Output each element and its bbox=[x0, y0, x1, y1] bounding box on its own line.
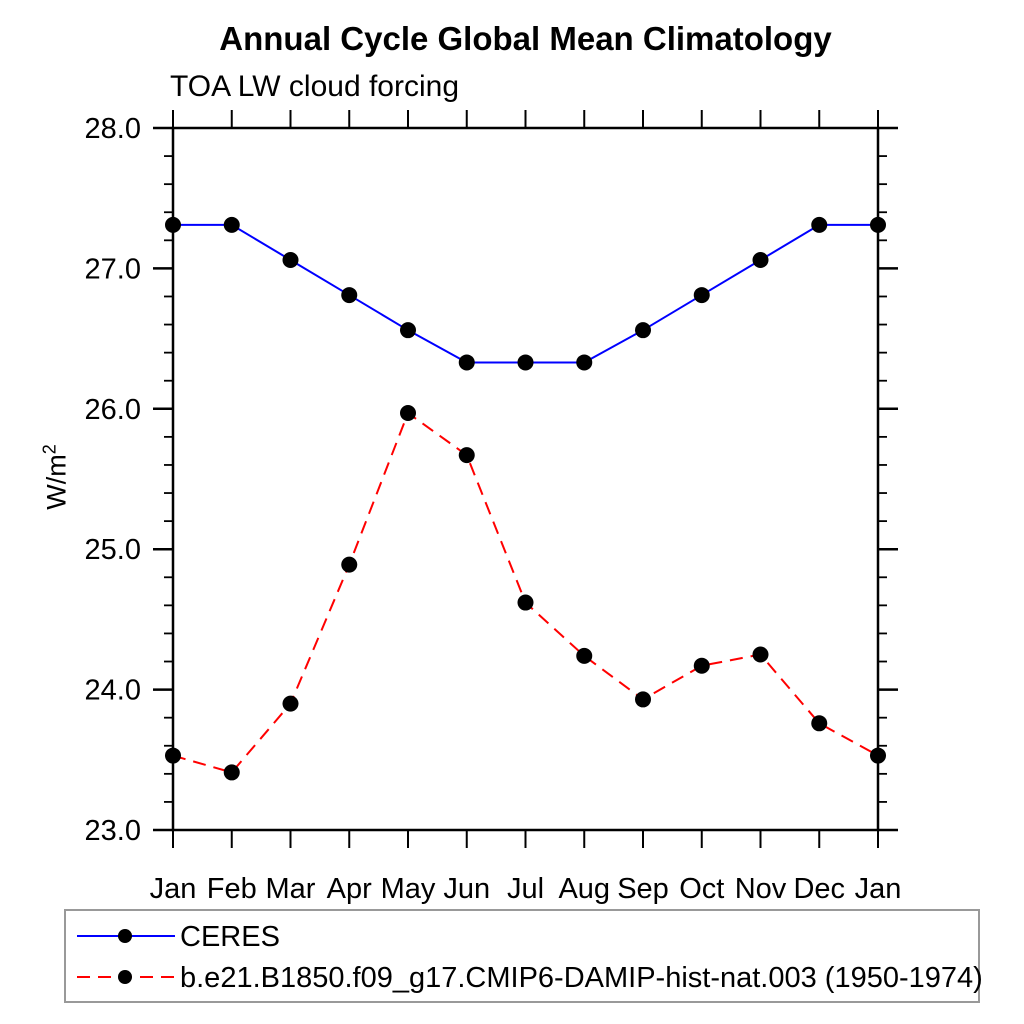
data-point-marker bbox=[517, 594, 534, 611]
data-point-marker bbox=[870, 216, 886, 233]
series-line-0 bbox=[173, 223, 878, 364]
data-point-marker bbox=[635, 322, 651, 339]
x-tick-label: Mar bbox=[266, 873, 316, 905]
data-point-marker bbox=[752, 646, 769, 663]
x-tick-label: Jan bbox=[150, 873, 197, 905]
data-point-marker bbox=[458, 447, 475, 464]
data-point-marker bbox=[223, 764, 240, 781]
data-point-marker bbox=[341, 287, 358, 304]
x-tick-label: Feb bbox=[207, 873, 257, 905]
y-tick-label: 26.0 bbox=[85, 394, 141, 426]
data-point-marker bbox=[752, 251, 769, 268]
plot-frame bbox=[171, 126, 880, 832]
x-tick-label: May bbox=[381, 873, 436, 905]
data-point-marker bbox=[693, 657, 710, 674]
y-tick-label: 28.0 bbox=[85, 113, 141, 145]
data-point-marker bbox=[635, 691, 651, 708]
y-tick-label: 27.0 bbox=[85, 253, 141, 285]
x-tick-label: Nov bbox=[735, 873, 787, 905]
x-tick-label: Jun bbox=[443, 873, 490, 905]
data-point-marker bbox=[223, 216, 240, 233]
data-point-marker bbox=[811, 715, 828, 732]
x-tick-label: Sep bbox=[617, 873, 669, 905]
series-line-1 bbox=[172, 411, 879, 774]
chart-subtitle: TOA LW cloud forcing bbox=[170, 70, 460, 103]
data-point-marker bbox=[400, 322, 416, 339]
data-point-marker bbox=[693, 287, 710, 304]
y-tick-label: 24.0 bbox=[85, 675, 141, 707]
y-tick-label: 25.0 bbox=[85, 534, 141, 566]
data-point-marker bbox=[165, 747, 181, 764]
data-point-marker bbox=[870, 747, 886, 764]
x-tick-label: Jul bbox=[507, 873, 544, 905]
data-point-marker bbox=[576, 647, 593, 664]
data-point-marker bbox=[341, 556, 358, 573]
x-tick-label: Aug bbox=[558, 873, 610, 905]
data-point-marker bbox=[282, 695, 299, 712]
y-tick-label: 23.0 bbox=[85, 815, 141, 847]
x-tick-label: Jan bbox=[855, 873, 902, 905]
x-tick-label: Apr bbox=[327, 873, 372, 905]
data-point-marker bbox=[165, 216, 181, 233]
data-point-marker bbox=[458, 354, 475, 371]
x-tick-label: Dec bbox=[793, 873, 845, 905]
legend-samples bbox=[77, 929, 175, 984]
legend-label-model: b.e21.B1850.f09_g17.CMIP6-DAMIP-hist-nat… bbox=[180, 962, 983, 994]
legend-marker-sample-1 bbox=[118, 970, 132, 984]
data-point-marker bbox=[282, 251, 299, 268]
data-point-marker bbox=[400, 405, 416, 422]
legend: CERES b.e21.B1850.f09_g17.CMIP6-DAMIP-hi… bbox=[64, 909, 983, 1003]
legend-marker-sample-0 bbox=[118, 929, 132, 943]
legend-label-ceres: CERES bbox=[180, 921, 280, 953]
chart-title: Annual Cycle Global Mean Climatology bbox=[219, 20, 832, 57]
x-tick-label: Oct bbox=[679, 873, 724, 905]
data-point-marker bbox=[811, 216, 828, 233]
data-point-marker bbox=[517, 354, 534, 371]
data-point-marker bbox=[576, 354, 593, 371]
